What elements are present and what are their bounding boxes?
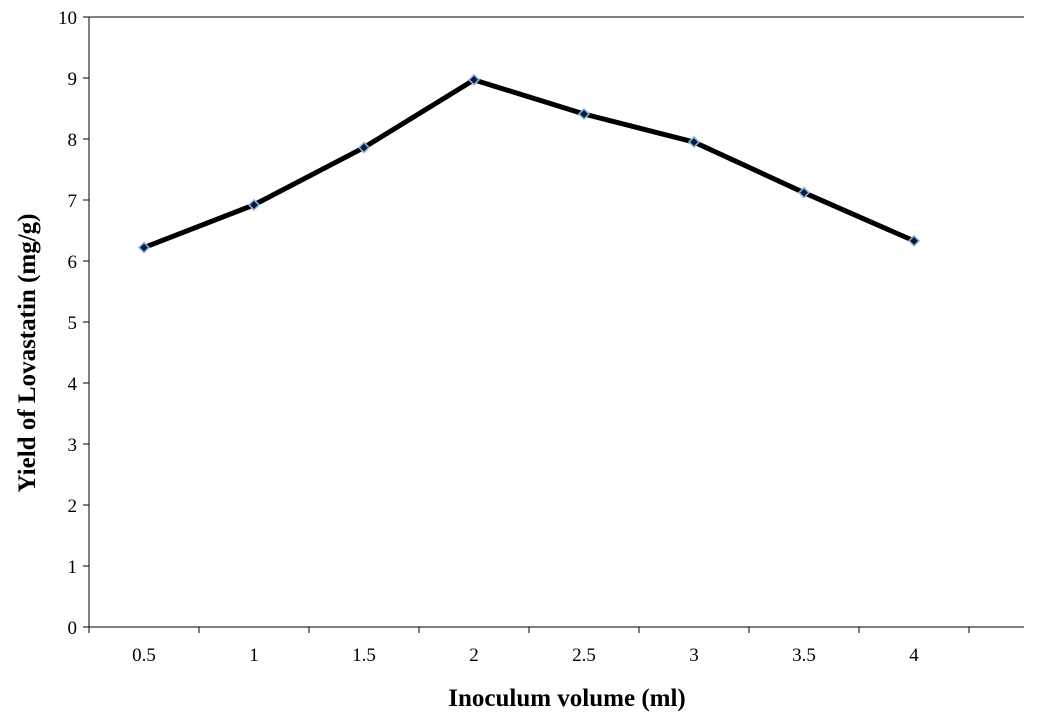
y-tick-label: 10 [58,8,77,29]
x-tick-label: 2.5 [572,645,596,666]
series-line [141,77,917,251]
y-tick-label: 6 [68,252,78,273]
data-point [467,73,481,86]
y-tick-label: 1 [68,557,78,578]
x-tick-label: 1 [249,645,259,666]
x-tick-label: 4 [909,645,919,666]
x-tick-label: 3 [689,645,699,666]
x-tick-label: 0.5 [132,645,156,666]
y-tick-label: 0 [68,618,78,639]
data-point [797,186,811,199]
data-point [907,234,921,247]
y-tick-label: 9 [68,69,78,90]
y-tick-label: 4 [68,374,78,395]
x-tick-label: 1.5 [352,645,376,666]
series-group [137,73,921,254]
x-axis: 0.5 1 1.5 2 2.5 3 3.5 4 [88,626,1024,666]
data-point [357,141,371,154]
y-tick-label: 7 [68,191,78,212]
x-tick-label: 2 [469,645,479,666]
x-axis-title: Inoculum volume (ml) [448,685,686,712]
y-tick-label: 8 [68,130,78,151]
data-point [687,135,701,149]
data-point [247,198,261,211]
y-tick-label: 3 [68,435,78,456]
data-point [137,241,151,254]
y-axis-title: Yield of Lovastatin (mg/g) [14,214,41,493]
x-tick-label: 3.5 [792,645,816,666]
y-tick-label: 2 [68,496,78,517]
y-axis: 0 1 2 3 4 5 6 7 8 9 10 [58,8,1024,639]
y-tick-label: 5 [68,313,78,334]
data-point [577,107,591,121]
